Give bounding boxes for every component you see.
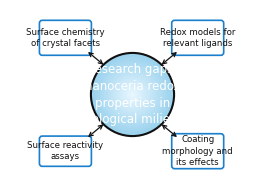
Circle shape bbox=[132, 94, 133, 95]
Circle shape bbox=[128, 90, 137, 99]
Circle shape bbox=[99, 61, 166, 128]
Circle shape bbox=[115, 77, 150, 112]
Circle shape bbox=[112, 74, 153, 115]
Circle shape bbox=[125, 87, 140, 102]
Circle shape bbox=[96, 58, 169, 131]
Circle shape bbox=[117, 79, 148, 110]
Circle shape bbox=[111, 73, 154, 116]
Circle shape bbox=[118, 80, 147, 109]
Circle shape bbox=[91, 53, 174, 136]
Circle shape bbox=[114, 76, 151, 113]
Circle shape bbox=[121, 83, 144, 106]
Circle shape bbox=[101, 63, 164, 126]
Circle shape bbox=[101, 63, 164, 126]
Circle shape bbox=[92, 54, 173, 135]
Circle shape bbox=[109, 71, 156, 118]
Circle shape bbox=[93, 55, 172, 134]
Circle shape bbox=[97, 59, 168, 130]
FancyBboxPatch shape bbox=[39, 136, 91, 166]
Circle shape bbox=[129, 91, 136, 98]
Circle shape bbox=[112, 74, 153, 115]
Circle shape bbox=[115, 77, 150, 112]
Circle shape bbox=[130, 92, 135, 97]
Circle shape bbox=[127, 89, 138, 100]
Circle shape bbox=[104, 66, 161, 123]
FancyBboxPatch shape bbox=[172, 20, 224, 55]
Text: Surface chemistry
of crystal facets: Surface chemistry of crystal facets bbox=[26, 28, 105, 48]
Circle shape bbox=[92, 54, 173, 135]
Circle shape bbox=[123, 85, 142, 104]
Circle shape bbox=[116, 78, 149, 111]
Circle shape bbox=[91, 53, 174, 136]
Circle shape bbox=[108, 70, 157, 119]
Circle shape bbox=[128, 90, 137, 99]
Circle shape bbox=[103, 65, 162, 124]
Circle shape bbox=[110, 72, 155, 117]
Circle shape bbox=[124, 86, 141, 103]
Circle shape bbox=[95, 57, 170, 132]
Text: Surface reactivity
assays: Surface reactivity assays bbox=[27, 141, 103, 161]
Circle shape bbox=[119, 81, 146, 108]
Circle shape bbox=[111, 73, 154, 116]
Circle shape bbox=[130, 92, 135, 97]
Circle shape bbox=[121, 83, 144, 106]
Circle shape bbox=[107, 69, 158, 121]
Circle shape bbox=[100, 62, 165, 127]
Text: Coating
morphology and
its effects: Coating morphology and its effects bbox=[162, 135, 233, 167]
Text: Research gaps:
nanoceria redox
properties in
biological milieux: Research gaps: nanoceria redox propertie… bbox=[81, 63, 184, 126]
Circle shape bbox=[106, 68, 159, 121]
Circle shape bbox=[113, 75, 152, 114]
FancyBboxPatch shape bbox=[172, 134, 224, 169]
Circle shape bbox=[100, 62, 165, 127]
Circle shape bbox=[96, 58, 169, 131]
Circle shape bbox=[104, 66, 161, 123]
Circle shape bbox=[117, 79, 148, 110]
Circle shape bbox=[105, 67, 160, 122]
Circle shape bbox=[124, 86, 141, 103]
Circle shape bbox=[105, 67, 160, 122]
FancyBboxPatch shape bbox=[39, 20, 91, 55]
Text: Redox models for
relevant ligands: Redox models for relevant ligands bbox=[160, 28, 235, 48]
Circle shape bbox=[108, 70, 157, 119]
Circle shape bbox=[126, 88, 139, 101]
Circle shape bbox=[123, 85, 142, 104]
Circle shape bbox=[94, 56, 171, 133]
Circle shape bbox=[126, 88, 139, 101]
Circle shape bbox=[118, 81, 147, 108]
Circle shape bbox=[99, 61, 166, 128]
Circle shape bbox=[97, 59, 168, 130]
Circle shape bbox=[107, 69, 158, 120]
Circle shape bbox=[110, 72, 155, 117]
Circle shape bbox=[122, 84, 143, 105]
Circle shape bbox=[94, 56, 171, 133]
Circle shape bbox=[127, 89, 138, 100]
Circle shape bbox=[114, 76, 151, 113]
Circle shape bbox=[129, 91, 136, 98]
Circle shape bbox=[98, 60, 167, 129]
Circle shape bbox=[103, 65, 162, 124]
Circle shape bbox=[120, 82, 145, 107]
Circle shape bbox=[113, 75, 152, 114]
Circle shape bbox=[131, 94, 134, 96]
Circle shape bbox=[98, 60, 167, 129]
Circle shape bbox=[131, 93, 134, 96]
Circle shape bbox=[102, 64, 163, 125]
Circle shape bbox=[116, 78, 149, 111]
Circle shape bbox=[120, 81, 145, 108]
Circle shape bbox=[125, 87, 140, 102]
Circle shape bbox=[109, 71, 156, 118]
Circle shape bbox=[122, 84, 143, 105]
Circle shape bbox=[95, 57, 170, 132]
Circle shape bbox=[102, 64, 163, 125]
